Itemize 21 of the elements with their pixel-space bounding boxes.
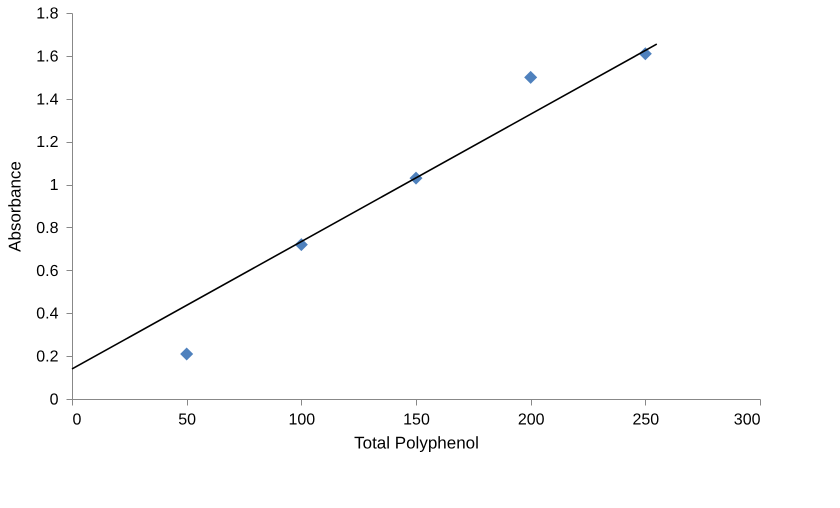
x-tick-label: 0 [72, 412, 82, 428]
y-tick-label: 0.6 [36, 262, 59, 280]
x-tick-label: 100 [288, 412, 316, 428]
y-tick-label: 1 [50, 177, 59, 194]
point [524, 70, 538, 84]
y-tick-label: 0.2 [36, 348, 59, 366]
x-axis-title: Total Polyphenol [354, 434, 479, 452]
x-tick-label: 250 [632, 412, 660, 428]
y-tick-label: 0.4 [36, 306, 59, 323]
x-tick-label: 200 [518, 412, 545, 428]
y-tick-label: 1.4 [36, 91, 59, 108]
x-tick-label: 300 [734, 412, 761, 428]
y-tick-label: 1.2 [36, 134, 59, 152]
y-tick-label: 0.8 [36, 220, 59, 237]
x-tick-label: 150 [403, 412, 430, 428]
point [180, 347, 194, 360]
x-tick-label: 50 [178, 412, 196, 428]
y-tick-label: 1.6 [36, 48, 59, 66]
y-axis-title: Absorbance [5, 161, 24, 252]
y-tick-label: 0 [50, 392, 59, 408]
y-tick-label: 1.8 [36, 6, 59, 22]
